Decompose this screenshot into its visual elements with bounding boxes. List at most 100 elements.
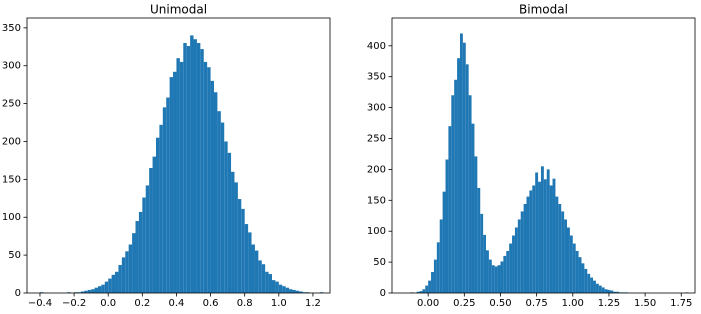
bar: [422, 289, 426, 293]
bar: [115, 271, 119, 293]
axes-frame: [391, 17, 696, 294]
bar: [483, 234, 487, 293]
x-tick-label: 0.0: [100, 298, 116, 309]
bar: [494, 266, 498, 293]
bar: [220, 122, 225, 293]
bar: [207, 67, 211, 293]
bar: [480, 213, 484, 293]
bar: [152, 156, 156, 293]
bar: [520, 211, 524, 293]
bar: [503, 255, 507, 293]
bar: [552, 178, 556, 293]
bar: [186, 46, 191, 293]
bar: [517, 219, 521, 293]
bar: [237, 199, 242, 293]
x-tick-label: 0.4: [168, 298, 184, 309]
bar: [97, 286, 102, 293]
y-tick-label: 50: [8, 250, 21, 261]
bar: [546, 169, 550, 293]
bar: [200, 49, 204, 293]
bar: [135, 221, 139, 293]
bar: [445, 159, 449, 293]
bar: [497, 265, 501, 293]
x-tick-label: 0.6: [203, 298, 219, 309]
bar: [292, 289, 296, 293]
bar: [540, 166, 544, 293]
x-tick-label: 0.50: [489, 298, 511, 309]
bar: [101, 284, 105, 293]
bar: [509, 243, 513, 293]
bar: [282, 286, 286, 293]
y-tick-label: 50: [373, 257, 386, 268]
y-tick-label: 200: [2, 136, 21, 147]
bar: [91, 289, 95, 293]
bar: [258, 260, 262, 293]
bar: [532, 185, 536, 293]
bar: [155, 137, 160, 293]
bar: [555, 196, 559, 293]
bar: [265, 271, 269, 293]
bar: [523, 204, 527, 293]
bar: [289, 289, 293, 293]
bar: [465, 64, 469, 293]
bar: [462, 42, 466, 293]
x-tick-label: −0.4: [28, 298, 52, 309]
y-tick-label: 250: [2, 99, 21, 110]
y-tick-label: 300: [367, 103, 386, 114]
bar: [569, 235, 573, 293]
bar: [610, 290, 614, 293]
bar: [535, 172, 539, 293]
bar: [457, 58, 460, 293]
bar: [558, 204, 562, 293]
y-tick-label: 100: [2, 212, 21, 223]
bar: [251, 244, 255, 293]
bar: [244, 224, 249, 293]
bar: [271, 280, 276, 293]
bar: [567, 227, 570, 293]
x-tick-label: 1.75: [670, 298, 692, 309]
bar: [459, 33, 463, 294]
bar: [87, 289, 92, 293]
chart-title: Bimodal: [519, 3, 568, 17]
bar: [477, 187, 481, 293]
bar: [587, 273, 591, 293]
bar: [203, 61, 208, 293]
bar: [128, 244, 133, 293]
bar: [138, 211, 143, 293]
bar: [526, 196, 530, 293]
bar: [285, 287, 290, 293]
bar: [248, 232, 252, 293]
bar: [217, 111, 221, 293]
bar: [419, 291, 423, 293]
axes-frame: [26, 17, 331, 294]
bar: [268, 274, 272, 293]
bar: [80, 291, 85, 293]
bar: [121, 257, 126, 293]
bar: [601, 287, 605, 293]
y-tick-label: 300: [2, 61, 21, 72]
bar: [193, 39, 197, 293]
x-tick-label: 1.0: [271, 298, 287, 309]
bar: [118, 264, 122, 293]
bar: [595, 283, 599, 293]
bar: [416, 291, 420, 293]
bar: [604, 289, 608, 293]
bar: [108, 278, 112, 293]
y-tick-label: 250: [367, 134, 386, 145]
bar: [506, 250, 510, 293]
bar: [431, 271, 434, 293]
bar: [210, 80, 214, 293]
bar: [299, 291, 303, 293]
bar: [104, 281, 109, 293]
bar: [433, 259, 437, 293]
x-tick-label: 0.00: [417, 298, 439, 309]
x-tick-label: 0.2: [134, 298, 150, 309]
bar: [111, 274, 116, 293]
bar: [514, 227, 518, 293]
bar: [564, 219, 568, 293]
bar: [213, 92, 218, 293]
bar: [145, 185, 150, 293]
bar: [84, 290, 88, 293]
y-tick-label: 400: [367, 41, 386, 52]
